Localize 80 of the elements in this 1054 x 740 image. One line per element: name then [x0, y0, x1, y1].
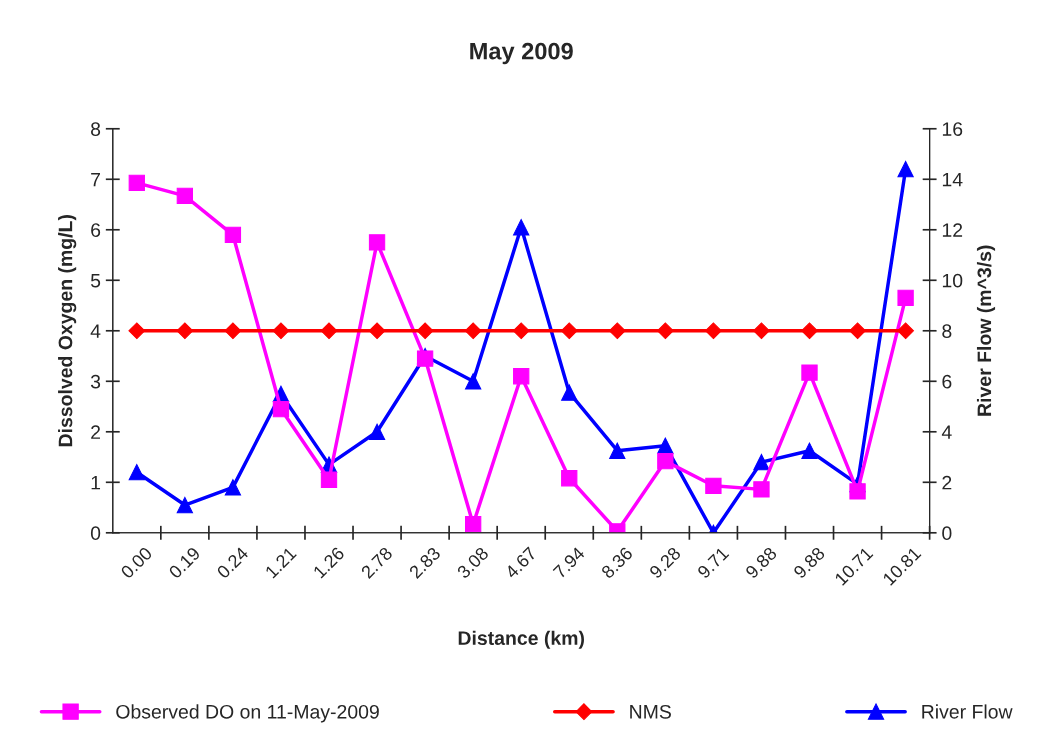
x-tick-label: 7.94	[552, 546, 586, 579]
point	[272, 322, 290, 340]
y-tick-label: 7	[91, 172, 100, 187]
point	[657, 437, 674, 454]
point	[224, 226, 242, 243]
point	[464, 322, 482, 340]
point	[657, 452, 674, 470]
y2-tick-label: 8	[942, 324, 952, 339]
point	[801, 442, 818, 459]
point	[801, 322, 818, 340]
point	[176, 496, 194, 514]
x-tick-label: 0.00	[120, 546, 153, 580]
x-tick-label: 9.88	[792, 546, 826, 580]
chart-title: May 2009	[470, 42, 573, 65]
legend-label: NMS	[630, 704, 671, 719]
y-tick-label: 5	[90, 273, 101, 288]
point	[368, 322, 386, 340]
point	[272, 400, 290, 418]
point	[224, 322, 242, 340]
point	[897, 161, 914, 178]
point	[224, 479, 242, 496]
y-tick-label: 6	[91, 223, 101, 238]
legend-label: River Flow	[922, 704, 1013, 719]
x-tick-label: 9.28	[648, 546, 682, 580]
point	[753, 481, 770, 498]
x-tick-label: 8.36	[600, 546, 634, 580]
y-axis-title: Dissolved Oxygen (mg/L)	[58, 215, 77, 447]
x-axis-title: Distance (km)	[458, 630, 584, 649]
point	[513, 219, 530, 236]
point	[801, 364, 818, 381]
point	[561, 470, 578, 487]
legend-label: Observed DO on 11-May-2009	[116, 704, 379, 723]
y-tick-label: 0	[90, 526, 101, 541]
y2-tick-label: 16	[942, 122, 963, 136]
point	[656, 322, 674, 340]
point	[753, 453, 770, 471]
y2-tick-label: 14	[942, 172, 963, 187]
x-tick-label: 9.88	[744, 546, 778, 580]
point	[416, 322, 434, 340]
point	[560, 322, 578, 340]
point	[512, 322, 530, 340]
y2-axis-title: River Flow (m^3/s)	[976, 245, 996, 416]
x-tick-label: 3.08	[456, 546, 490, 580]
y-tick-label: 3	[90, 374, 101, 389]
point	[176, 187, 194, 205]
y2-tick-label: 6	[942, 374, 952, 389]
y-tick-label: 1	[91, 475, 101, 490]
point	[320, 322, 338, 340]
y2-tick-label: 2	[942, 475, 952, 490]
x-tick-label: 1.21	[264, 546, 297, 579]
point	[128, 174, 145, 191]
point	[609, 442, 626, 459]
point	[705, 477, 722, 494]
x-tick-label: 9.71	[696, 546, 730, 580]
point	[128, 322, 146, 340]
x-tick-label: 0.24	[216, 546, 250, 580]
point	[897, 322, 914, 340]
point	[464, 516, 482, 533]
point	[368, 234, 386, 251]
point	[849, 322, 866, 340]
y2-tick-label: 0	[942, 526, 952, 541]
point	[464, 373, 482, 390]
point	[513, 368, 530, 385]
point	[705, 322, 722, 340]
point	[897, 289, 914, 307]
point	[561, 384, 578, 401]
y-tick-label: 8	[91, 122, 101, 136]
y-tick-label: 4	[90, 324, 101, 338]
x-tick-label: 0.19	[168, 546, 201, 580]
point	[368, 423, 386, 440]
y-tick-label: 2	[91, 425, 100, 439]
y2-tick-label: 12	[942, 223, 963, 237]
point	[176, 322, 194, 340]
point	[320, 471, 338, 488]
point	[128, 464, 145, 481]
point	[753, 322, 770, 340]
point	[608, 322, 626, 340]
y2-tick-label: 4	[941, 425, 952, 439]
y2-tick-label: 10	[942, 273, 963, 288]
point	[849, 483, 866, 500]
